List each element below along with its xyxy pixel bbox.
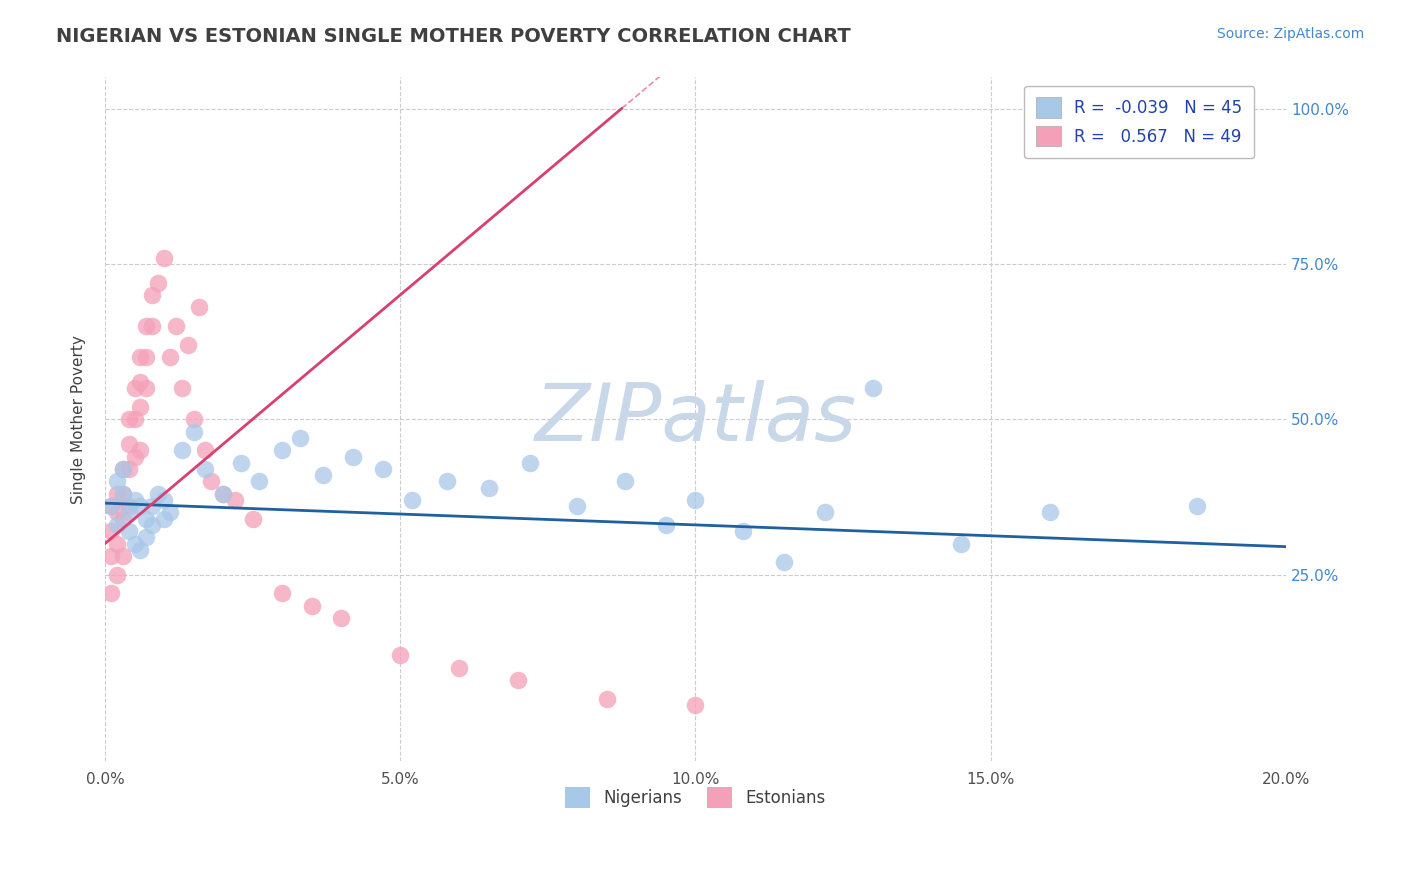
- Point: [1187, 500, 1209, 514]
- Point: [342, 450, 364, 464]
- Point: [129, 542, 152, 557]
- Point: [519, 456, 541, 470]
- Point: [159, 506, 181, 520]
- Point: [153, 493, 176, 508]
- Point: [655, 517, 678, 532]
- Y-axis label: Single Mother Poverty: Single Mother Poverty: [72, 334, 86, 504]
- Point: [105, 487, 128, 501]
- Point: [124, 450, 146, 464]
- Point: [129, 443, 152, 458]
- Point: [731, 524, 754, 538]
- Point: [224, 493, 246, 508]
- Point: [141, 500, 163, 514]
- Point: [111, 462, 134, 476]
- Point: [124, 381, 146, 395]
- Point: [183, 412, 205, 426]
- Point: [312, 468, 335, 483]
- Point: [401, 493, 423, 508]
- Point: [124, 536, 146, 550]
- Point: [117, 462, 139, 476]
- Point: [105, 517, 128, 532]
- Point: [1039, 506, 1062, 520]
- Point: [111, 487, 134, 501]
- Point: [105, 567, 128, 582]
- Point: [596, 692, 619, 706]
- Point: [129, 350, 152, 364]
- Point: [100, 586, 122, 600]
- Text: NIGERIAN VS ESTONIAN SINGLE MOTHER POVERTY CORRELATION CHART: NIGERIAN VS ESTONIAN SINGLE MOTHER POVER…: [56, 27, 851, 45]
- Point: [141, 319, 163, 334]
- Point: [247, 475, 270, 489]
- Point: [194, 443, 217, 458]
- Point: [129, 500, 152, 514]
- Point: [105, 475, 128, 489]
- Point: [111, 487, 134, 501]
- Point: [129, 375, 152, 389]
- Point: [478, 481, 501, 495]
- Point: [200, 475, 222, 489]
- Point: [135, 381, 157, 395]
- Point: [117, 500, 139, 514]
- Point: [212, 487, 235, 501]
- Point: [862, 381, 884, 395]
- Point: [146, 276, 169, 290]
- Point: [508, 673, 530, 688]
- Point: [301, 599, 323, 613]
- Point: [100, 500, 122, 514]
- Point: [165, 319, 187, 334]
- Text: Source: ZipAtlas.com: Source: ZipAtlas.com: [1216, 27, 1364, 41]
- Point: [773, 555, 796, 569]
- Point: [129, 400, 152, 414]
- Point: [613, 475, 636, 489]
- Point: [117, 524, 139, 538]
- Point: [170, 443, 193, 458]
- Point: [135, 530, 157, 544]
- Point: [135, 350, 157, 364]
- Point: [389, 648, 412, 663]
- Point: [685, 493, 707, 508]
- Legend: Nigerians, Estonians: Nigerians, Estonians: [558, 780, 832, 814]
- Point: [117, 437, 139, 451]
- Point: [271, 443, 294, 458]
- Point: [111, 511, 134, 525]
- Point: [105, 536, 128, 550]
- Point: [188, 301, 211, 315]
- Point: [135, 319, 157, 334]
- Point: [117, 506, 139, 520]
- Point: [159, 350, 181, 364]
- Point: [100, 500, 122, 514]
- Point: [950, 536, 973, 550]
- Point: [685, 698, 707, 713]
- Point: [330, 611, 353, 625]
- Point: [194, 462, 217, 476]
- Point: [176, 337, 198, 351]
- Point: [117, 412, 139, 426]
- Point: [814, 506, 837, 520]
- Point: [141, 517, 163, 532]
- Point: [371, 462, 394, 476]
- Point: [436, 475, 458, 489]
- Point: [111, 549, 134, 563]
- Point: [141, 288, 163, 302]
- Point: [135, 511, 157, 525]
- Point: [242, 511, 264, 525]
- Point: [100, 549, 122, 563]
- Point: [183, 425, 205, 439]
- Point: [170, 381, 193, 395]
- Point: [124, 412, 146, 426]
- Point: [124, 493, 146, 508]
- Point: [153, 511, 176, 525]
- Point: [449, 661, 471, 675]
- Point: [229, 456, 252, 470]
- Point: [153, 251, 176, 265]
- Point: [212, 487, 235, 501]
- Point: [100, 524, 122, 538]
- Point: [105, 506, 128, 520]
- Text: ZIPatlas: ZIPatlas: [534, 380, 856, 458]
- Point: [111, 462, 134, 476]
- Point: [271, 586, 294, 600]
- Point: [146, 487, 169, 501]
- Point: [567, 500, 589, 514]
- Point: [288, 431, 311, 445]
